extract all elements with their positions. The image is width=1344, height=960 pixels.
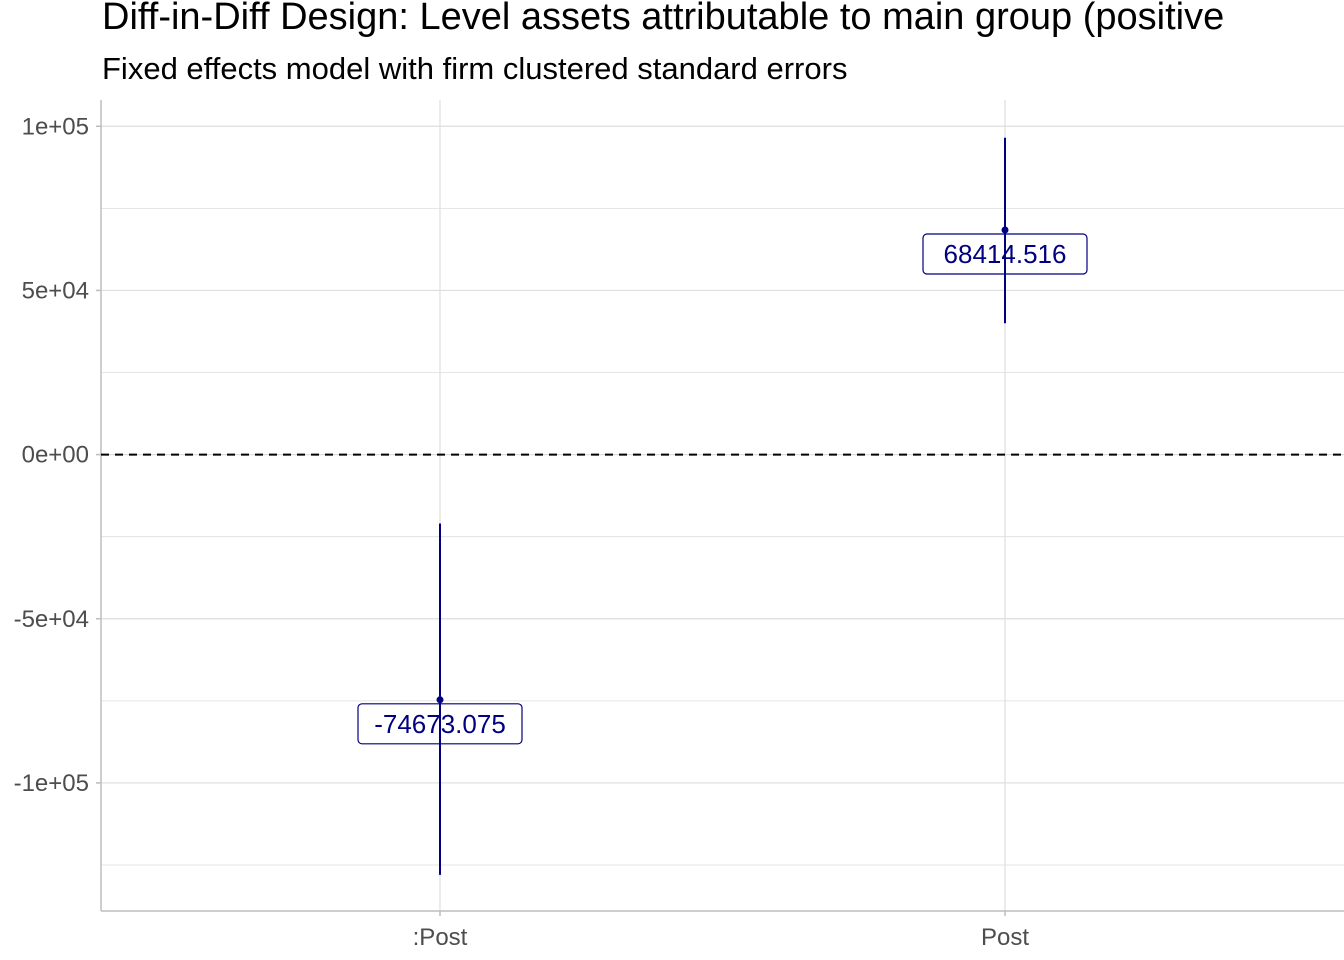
x-tick-label: Post (981, 924, 1029, 951)
estimate-marks: -74673.075 68414.516 (357, 137, 1088, 875)
y-tick-label: -1e+05 (14, 770, 89, 797)
estimate-point-1 (1001, 226, 1009, 234)
x-axis-ticks: :Post Post (413, 911, 1029, 951)
chart-title: Diff-in-Diff Design: Level assets attrib… (102, 0, 1225, 38)
y-tick-label: -5e+04 (14, 606, 89, 633)
grid-lines (101, 100, 1344, 911)
y-tick-label: 1e+05 (22, 113, 89, 140)
chart-subtitle: Fixed effects model with firm clustered … (102, 51, 848, 86)
y-axis-ticks: 1e+05 5e+04 0e+00 -5e+04 -1e+05 (14, 113, 101, 797)
value-label-1: 68414.516 (944, 239, 1067, 269)
estimate-point-0 (436, 696, 444, 704)
value-label-0: -74673.075 (374, 709, 506, 739)
y-tick-label: 0e+00 (22, 442, 89, 469)
y-tick-label: 5e+04 (22, 277, 89, 304)
x-tick-label: :Post (413, 924, 468, 951)
